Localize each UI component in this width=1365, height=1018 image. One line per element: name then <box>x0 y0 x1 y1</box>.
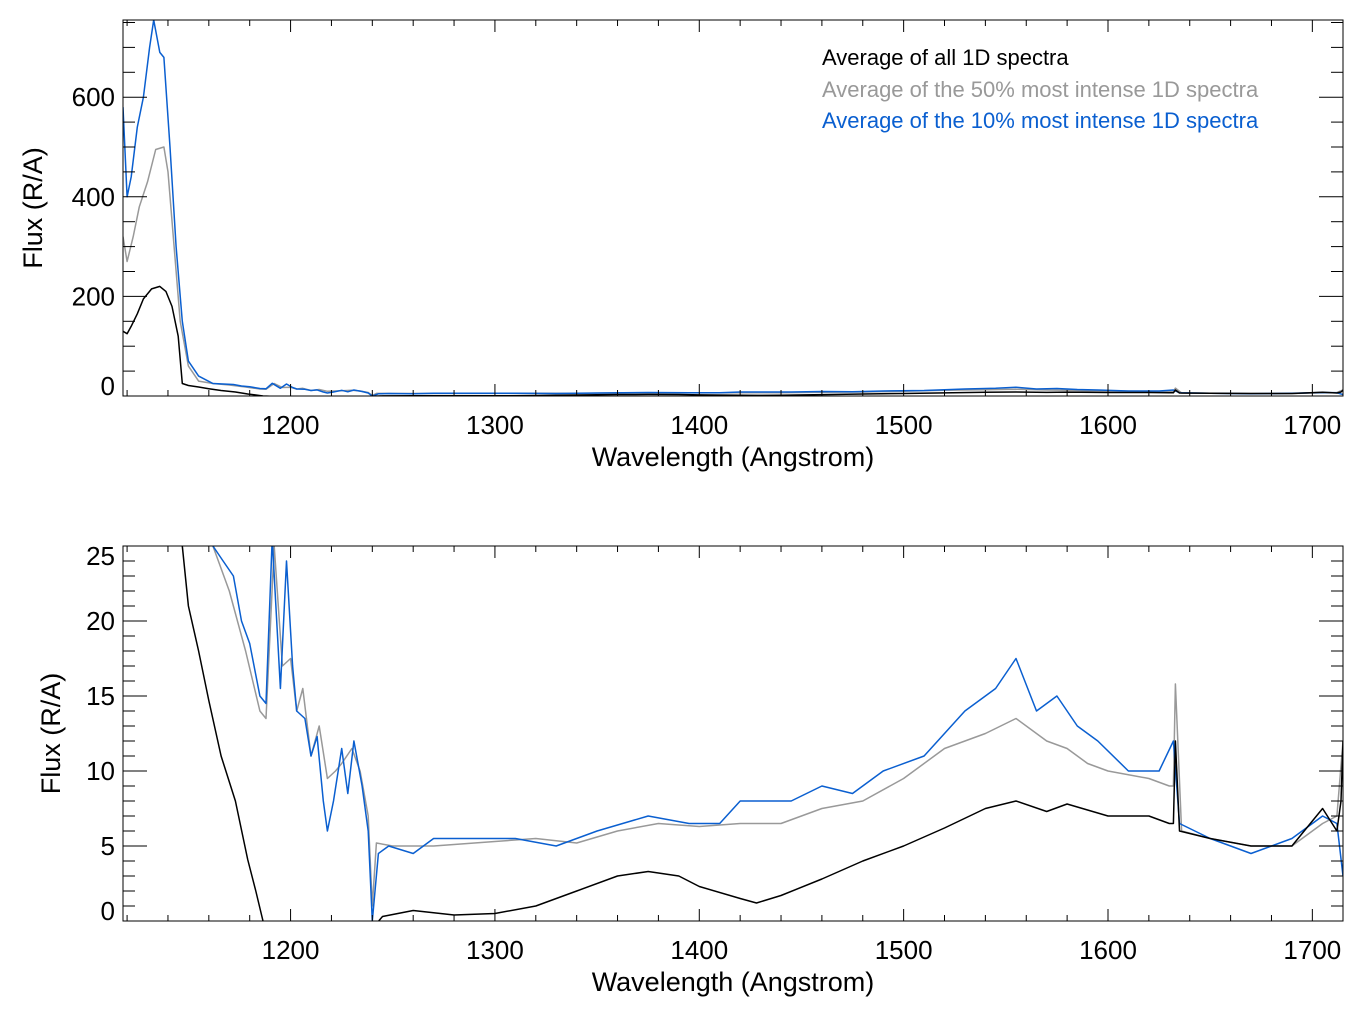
x-tick-label: 1200 <box>262 935 320 965</box>
x-tick-label: 1500 <box>875 935 933 965</box>
x-tick-label: 1300 <box>466 935 524 965</box>
y-tick-label: 0 <box>101 371 115 401</box>
x-axis-label: Wavelength (Angstrom) <box>592 967 875 997</box>
series-line-p10 <box>212 546 1343 921</box>
y-tick-label: 600 <box>72 82 115 112</box>
x-tick-label: 1200 <box>262 410 320 440</box>
x-tick-label: 1600 <box>1079 935 1137 965</box>
series-line-p10 <box>123 20 1343 396</box>
series-line-all <box>123 285 1343 396</box>
y-axis-label: Flux (R/A) <box>18 147 48 269</box>
plot-frame <box>122 19 1344 397</box>
y-tick-label: 25 <box>86 541 115 571</box>
series-line-all <box>181 546 1343 921</box>
x-tick-label: 1700 <box>1283 410 1341 440</box>
series-line-p50 <box>123 146 1343 396</box>
series-line-p50 <box>212 546 1343 907</box>
x-tick-label: 1600 <box>1079 410 1137 440</box>
y-tick-label: 15 <box>86 681 115 711</box>
bottom-panel: 1200 1300 1400 1500 1600 1700 0 5 10 15 20 25 Wavele… <box>36 541 1344 997</box>
legend-entry-p10: Average of the 10% most intense 1D spect… <box>822 108 1259 133</box>
x-tick-label: 1400 <box>670 410 728 440</box>
y-tick-label: 20 <box>86 606 115 636</box>
x-tick-label: 1400 <box>670 935 728 965</box>
y-tick-label: 0 <box>101 896 115 926</box>
y-tick-label: 400 <box>72 182 115 212</box>
top-panel: 1200 1300 1400 1500 1600 1700 0 200 400 600 Wavele… <box>18 19 1344 472</box>
y-tick-label: 5 <box>101 831 115 861</box>
x-axis-label: Wavelength (Angstrom) <box>592 442 875 472</box>
legend: Average of all 1D spectra Average of the… <box>822 45 1259 133</box>
legend-entry-p50: Average of the 50% most intense 1D spect… <box>822 77 1259 102</box>
x-tick-label: 1500 <box>875 410 933 440</box>
legend-entry-all: Average of all 1D spectra <box>822 45 1069 70</box>
y-tick-label: 10 <box>86 756 115 786</box>
y-axis-label: Flux (R/A) <box>36 673 66 795</box>
x-tick-label: 1300 <box>466 410 524 440</box>
plot-frame <box>122 545 1344 922</box>
y-tick-label: 200 <box>72 281 115 311</box>
x-tick-label: 1700 <box>1283 935 1341 965</box>
